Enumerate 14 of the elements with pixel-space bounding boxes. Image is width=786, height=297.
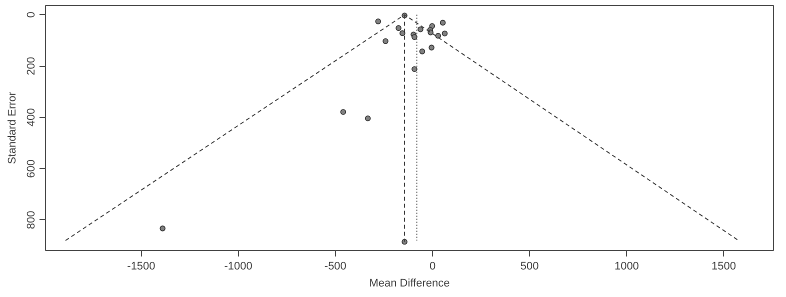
x-tick-label: 1500 <box>712 260 736 272</box>
y-tick-label: 0 <box>26 12 38 18</box>
x-tick-label: -500 <box>324 260 346 272</box>
y-tick-label: 600 <box>26 159 38 178</box>
y-tick-label: 200 <box>26 56 38 76</box>
x-axis-title: Mean Difference <box>369 278 450 290</box>
y-tick-label: 400 <box>26 108 38 127</box>
y-axis-title: Standard Error <box>6 92 18 164</box>
x-tick-label: 500 <box>520 260 539 272</box>
x-tick-label: -1000 <box>224 260 252 272</box>
x-tick-label: -1500 <box>127 260 156 272</box>
x-tick-label: 1000 <box>614 260 639 272</box>
x-tick-label: 0 <box>429 260 436 272</box>
y-tick-label: 800 <box>26 210 38 230</box>
